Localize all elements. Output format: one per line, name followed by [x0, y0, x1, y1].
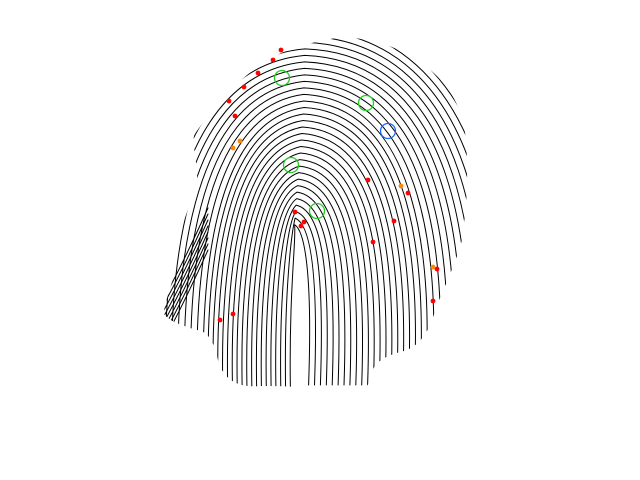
minutia-ending-dot — [256, 71, 261, 76]
ridge-line — [290, 225, 309, 395]
minutia-bifurcation-dot — [231, 146, 236, 151]
minutia-ending-dot — [271, 58, 276, 63]
minutia-ending-dot — [366, 178, 371, 183]
ridge-line — [164, 250, 208, 340]
ridge-line — [184, 88, 434, 383]
ridge-line — [218, 127, 398, 386]
feature-markers — [218, 48, 440, 323]
ridge-line — [164, 238, 208, 328]
minutia-ending-dot — [279, 48, 284, 53]
ridge-line — [164, 244, 208, 334]
minutia-ending-dot — [218, 318, 223, 323]
minutia-ending-dot — [406, 191, 411, 196]
core-circle — [359, 96, 374, 111]
delta-circle — [381, 124, 396, 139]
minutia-ending-dot — [299, 224, 304, 229]
minutia-ending-dot — [302, 220, 307, 225]
ridge-line — [108, 10, 514, 375]
minutia-ending-dot — [227, 99, 232, 104]
minutia-bifurcation-dot — [399, 184, 404, 189]
minutia-ending-dot — [392, 219, 397, 224]
ridge-line — [115, 16, 508, 376]
minutia-ending-dot — [231, 312, 236, 317]
fingerprint-ridges — [108, 10, 514, 395]
minutia-bifurcation-dot — [238, 139, 243, 144]
minutia-ending-dot — [233, 114, 238, 119]
minutia-ending-dot — [242, 85, 247, 90]
minutia-ending-dot — [431, 299, 436, 304]
minutia-ending-dot — [371, 240, 376, 245]
ridge-line — [121, 23, 501, 377]
minutia-bifurcation-dot — [431, 265, 436, 270]
ridge-line — [252, 173, 357, 391]
minutia-ending-dot — [293, 210, 298, 215]
ridge-line — [276, 205, 328, 393]
